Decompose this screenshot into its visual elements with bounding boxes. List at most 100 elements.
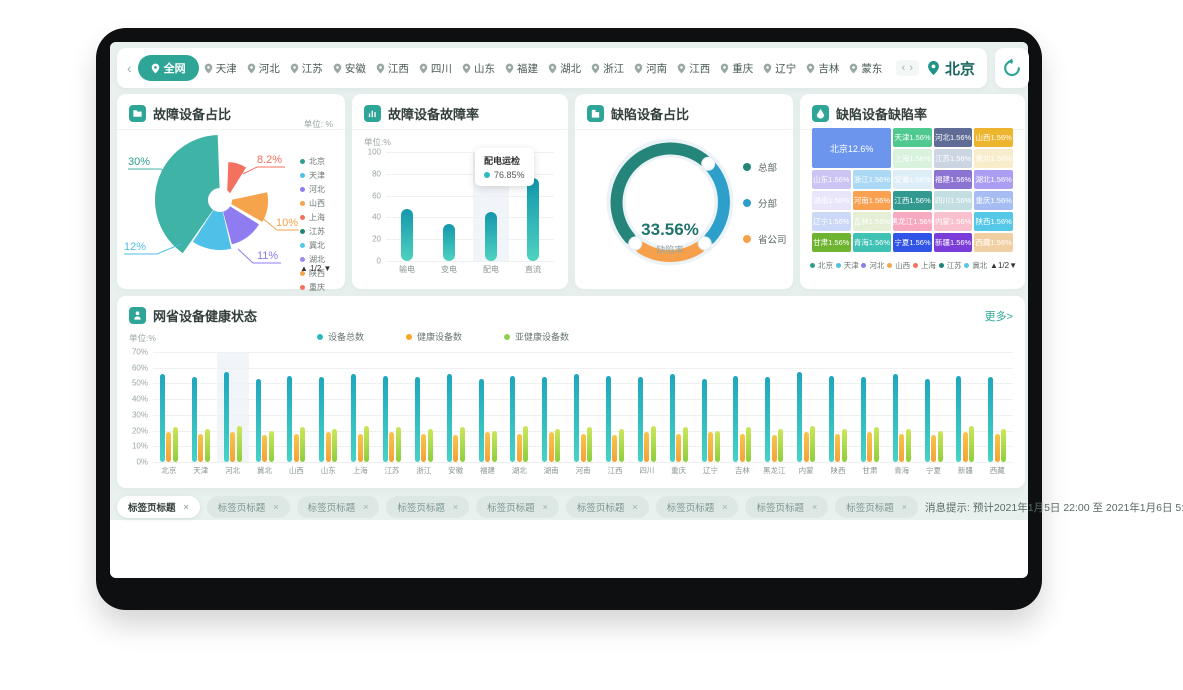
legend-item[interactable]: 冀北 — [964, 260, 987, 271]
legend-pager[interactable]: ▲1/2▼ — [990, 261, 1017, 270]
treemap-cell[interactable]: 湖南1.56% — [812, 191, 851, 210]
legend-item[interactable]: 健康设备数 — [406, 330, 462, 343]
pager-prev[interactable]: ‹ — [901, 62, 906, 74]
nav-region-tab[interactable]: 江西 — [376, 61, 409, 76]
tag-tab[interactable]: 标签页标题 × — [565, 496, 649, 518]
treemap-cell[interactable]: 河南1.56% — [852, 191, 892, 210]
treemap-cell[interactable]: 北京12.6% — [812, 128, 892, 168]
treemap-cell[interactable]: 辽宁1.56% — [812, 212, 851, 231]
legend-item[interactable]: 陕西 — [300, 268, 325, 279]
bar — [701, 378, 707, 462]
legend-item[interactable]: 重庆 — [300, 282, 325, 293]
treemap-cell[interactable]: 宁夏1.56% — [893, 233, 932, 252]
nav-region-tab[interactable]: 蒙东 — [849, 61, 882, 76]
legend-item[interactable]: 湖北 — [300, 254, 325, 265]
treemap-cell[interactable]: 浙江1.56% — [852, 170, 892, 189]
nav-region-tab[interactable]: 安徽 — [333, 61, 366, 76]
nav-region-tab[interactable]: 浙江 — [591, 61, 624, 76]
tag-tab[interactable]: 标签页标题 × — [117, 496, 200, 518]
nav-region-tab[interactable]: 四川 — [419, 61, 452, 76]
treemap-cell[interactable]: 江苏1.56% — [933, 149, 973, 168]
treemap-cell[interactable]: 福建1.56% — [933, 170, 973, 189]
close-icon[interactable]: × — [632, 502, 638, 512]
treemap-cell[interactable]: 四川1.56% — [933, 191, 973, 210]
nav-pager[interactable]: ‹ › — [895, 60, 919, 76]
treemap-cell[interactable]: 黑龙江1.56% — [893, 212, 932, 231]
treemap-cell[interactable]: 西藏1.56% — [974, 233, 1013, 252]
tag-tab[interactable]: 标签页标题 × — [476, 496, 559, 518]
legend-item[interactable]: 北京 — [810, 260, 833, 271]
nav-region-tab[interactable]: 湖北 — [548, 61, 581, 76]
city-selector[interactable]: 北京 — [927, 58, 979, 79]
bar — [204, 429, 210, 462]
treemap-cell[interactable]: 江西1.56% — [893, 191, 932, 210]
treemap-cell[interactable]: 吉林1.56% — [852, 212, 892, 231]
nav-region-tab[interactable]: 天津 — [204, 61, 237, 76]
legend-item[interactable]: 天津 — [300, 170, 325, 181]
nav-region-tab[interactable]: 福建 — [505, 61, 538, 76]
pager-next[interactable]: › — [909, 62, 913, 74]
nav-region-tab[interactable]: 江苏 — [290, 61, 323, 76]
legend-item[interactable]: 山西 — [887, 260, 910, 271]
legend-item[interactable]: 亚健康设备数 — [504, 330, 569, 343]
legend-item[interactable]: 山西 — [300, 198, 325, 209]
legend-item[interactable]: 设备总数 — [317, 330, 364, 343]
pin-icon — [677, 63, 686, 73]
nav-region-tab[interactable]: 河南 — [634, 61, 667, 76]
nav-region-tab[interactable]: 重庆 — [720, 61, 753, 76]
treemap-cell[interactable]: 内蒙1.56% — [933, 212, 973, 231]
tag-tab[interactable]: 标签页标题 × — [655, 496, 739, 518]
treemap-cell[interactable]: 山西1.56% — [974, 128, 1013, 147]
nav-scroll-left-button[interactable]: ‹ — [127, 60, 132, 76]
close-icon[interactable]: × — [901, 502, 908, 512]
tag-tab[interactable]: 标签页标题 × — [835, 496, 919, 518]
close-icon[interactable]: × — [273, 502, 279, 512]
more-link[interactable]: 更多> — [984, 311, 1013, 323]
close-icon[interactable]: × — [452, 502, 459, 512]
treemap-cell[interactable]: 湖北1.56% — [974, 170, 1013, 189]
y-tick: 80 — [372, 169, 381, 179]
treemap-cell[interactable]: 重庆1.56% — [974, 191, 1013, 210]
region-tab-active[interactable]: 全网 — [137, 55, 199, 81]
bar — [516, 433, 522, 462]
legend-item[interactable]: 总部 — [743, 160, 787, 174]
treemap-cell[interactable]: 天津1.56% — [893, 128, 932, 147]
nav-region-tab[interactable]: 河北 — [247, 61, 280, 76]
treemap-cell[interactable]: 安徽1.56% — [893, 170, 932, 189]
close-icon[interactable]: × — [363, 502, 369, 512]
legend-item[interactable]: 天津 — [835, 260, 859, 271]
legend-pager[interactable]: ▲ 1/2 ▼ — [300, 264, 332, 273]
treemap-cell[interactable]: 山东1.56% — [812, 170, 851, 189]
legend-item[interactable]: 江苏 — [938, 260, 962, 271]
legend-item[interactable]: 上海 — [300, 212, 325, 223]
treemap-cell[interactable]: 冀北1.56% — [974, 149, 1013, 168]
nav-region-tab[interactable]: 山东 — [462, 61, 495, 76]
treemap-cell[interactable]: 上海1.56% — [893, 149, 932, 168]
tag-tab[interactable]: 标签页标题 × — [386, 496, 470, 518]
close-icon[interactable]: × — [183, 502, 189, 512]
nav-region-tab[interactable]: 辽宁 — [763, 61, 796, 76]
legend-item[interactable]: 分部 — [743, 196, 787, 210]
bar — [351, 374, 357, 462]
treemap-cell[interactable]: 新疆1.56% — [933, 233, 973, 252]
close-icon[interactable]: × — [722, 502, 728, 512]
legend-item[interactable]: 上海 — [912, 260, 936, 271]
close-icon[interactable]: × — [542, 502, 548, 512]
tag-tab[interactable]: 标签页标题 × — [745, 496, 829, 518]
close-icon[interactable]: × — [811, 502, 818, 512]
treemap-cell[interactable]: 河北1.56% — [933, 128, 973, 147]
tag-tab[interactable]: 标签页标题 × — [206, 496, 290, 518]
nav-region-tab[interactable]: 江西 — [677, 61, 710, 76]
treemap-cell[interactable]: 青海1.56% — [852, 233, 892, 252]
legend-item[interactable]: 河北 — [300, 184, 325, 195]
legend-item[interactable]: 冀北 — [300, 240, 325, 251]
legend-item[interactable]: 北京 — [300, 156, 325, 167]
nav-region-tab[interactable]: 吉林 — [806, 61, 839, 76]
tag-tab[interactable]: 标签页标题 × — [296, 496, 380, 518]
treemap-cell[interactable]: 甘肃1.56% — [812, 233, 851, 252]
back-button[interactable] — [995, 48, 1029, 88]
legend-item[interactable]: 江苏 — [300, 226, 325, 237]
legend-item[interactable]: 河北 — [861, 260, 884, 271]
legend-item[interactable]: 省公司 — [743, 232, 787, 246]
treemap-cell[interactable]: 陕西1.56% — [974, 212, 1013, 231]
